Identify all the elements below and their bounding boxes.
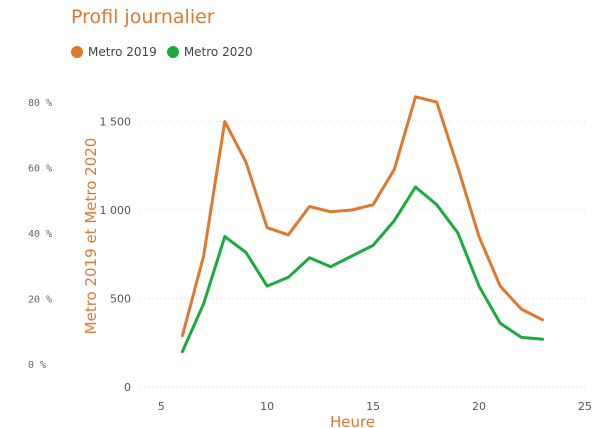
- legend-item-metro-2019[interactable]: Metro 2019: [71, 45, 157, 59]
- chart-title: Profil journalier: [71, 6, 215, 28]
- series-line-metro-2019: [180, 95, 545, 338]
- x-tick-label: 15: [366, 400, 380, 413]
- x-tick-label: 25: [578, 400, 592, 413]
- y-tick-label: 0: [124, 381, 131, 394]
- legend-swatch-metro-2019: [71, 46, 83, 58]
- x-tick-label: 10: [260, 400, 274, 413]
- chart-legend: Metro 2019 Metro 2020: [71, 45, 259, 59]
- legend-swatch-metro-2020: [166, 46, 179, 58]
- x-tick-label: 20: [472, 400, 486, 413]
- y-tick-label: 1 000: [100, 204, 132, 217]
- y2-tick-label: 80 %: [28, 98, 52, 109]
- y2-tick-label: 20 %: [28, 295, 52, 306]
- legend-item-metro-2020[interactable]: Metro 2020: [166, 45, 253, 59]
- y-axis-title: Metro 2019 et Metro 2020: [82, 138, 100, 335]
- x-tick-label: 5: [158, 400, 165, 413]
- series-line-metro-2020: [180, 185, 545, 354]
- legend-label-metro-2020: Metro 2020: [183, 45, 253, 59]
- y-tick-label: 1 500: [100, 116, 132, 129]
- y-tick-label: 500: [110, 293, 131, 306]
- y2-tick-label: 40 %: [28, 229, 52, 240]
- y2-tick-label: 60 %: [28, 164, 52, 175]
- legend-label-metro-2019: Metro 2019: [88, 45, 157, 59]
- y2-tick-label: 0 %: [28, 360, 46, 371]
- x-axis-title: Heure: [330, 413, 375, 428]
